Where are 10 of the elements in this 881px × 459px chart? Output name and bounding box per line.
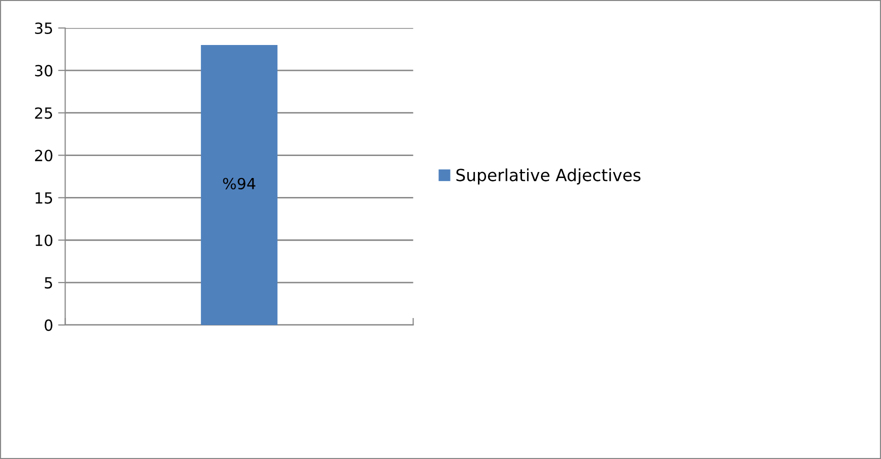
y-tick-label: 15 [36, 192, 52, 204]
y-tick-label: 20 [35, 150, 52, 162]
y-tick-label: 0 [44, 319, 52, 331]
annotation: %94 [223, 178, 256, 190]
y-tick-label: 30 [35, 64, 52, 76]
y-tick-label: 5 [44, 277, 52, 289]
y-tick-label: 10 [36, 234, 52, 246]
y-tick-label: 25 [35, 107, 52, 119]
y-tick-label: 35 [35, 22, 52, 34]
legend-label: Superlative Adjectives [456, 168, 640, 185]
